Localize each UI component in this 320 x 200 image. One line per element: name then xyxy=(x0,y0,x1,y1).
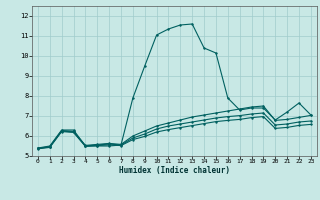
X-axis label: Humidex (Indice chaleur): Humidex (Indice chaleur) xyxy=(119,166,230,175)
